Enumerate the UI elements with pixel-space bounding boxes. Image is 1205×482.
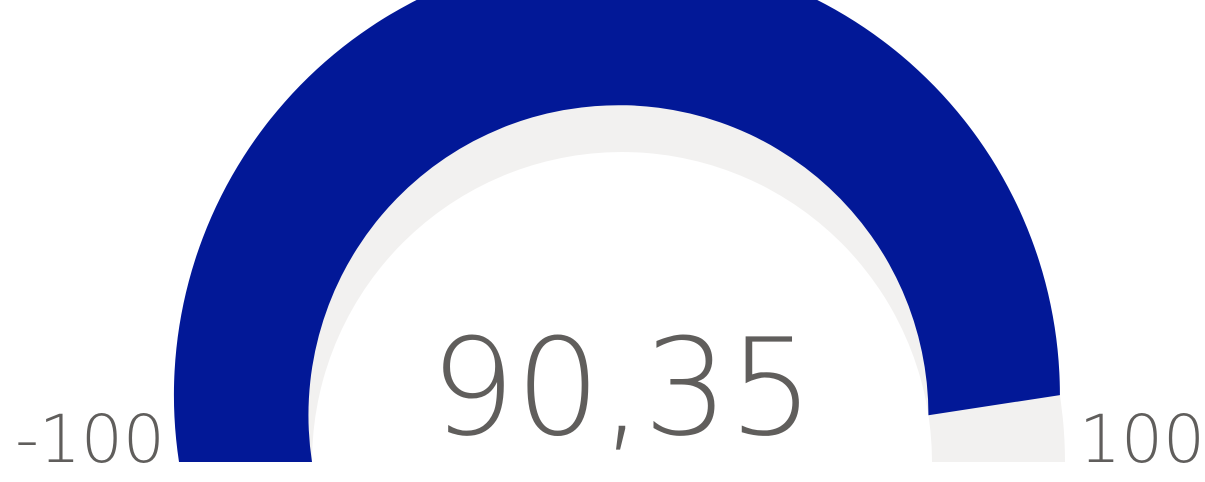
gauge-value-label: 90,35 bbox=[430, 310, 814, 466]
gauge-value-arc bbox=[173, 0, 1060, 462]
gauge-min-label: -100 bbox=[15, 401, 165, 478]
gauge-max-label: 100 bbox=[1079, 401, 1205, 478]
